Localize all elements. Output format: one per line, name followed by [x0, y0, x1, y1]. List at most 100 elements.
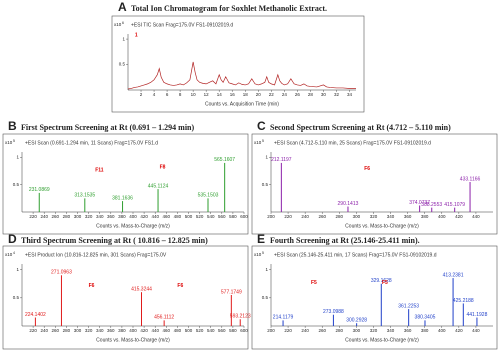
annotation: F5 — [382, 280, 388, 286]
y-tick-label: 1 — [16, 267, 19, 272]
x-tick-label: 540 — [207, 328, 215, 333]
peak-label: 413.2381 — [443, 272, 464, 278]
panel-frame — [251, 133, 498, 235]
annotation: F8 — [160, 164, 166, 170]
y-exponent: 5 — [262, 251, 264, 255]
panel-frame — [251, 245, 498, 350]
x-tick-label: 520 — [196, 214, 204, 219]
panel-title: Fourth Screening at Rt (25.146-25.411 mi… — [270, 236, 420, 245]
x-tick-label: 220 — [29, 214, 37, 219]
x-tick-label: 26 — [295, 92, 301, 97]
x-tick-label: 2 — [140, 92, 143, 97]
x-tick-label: 600 — [240, 328, 248, 333]
annotation: F6 — [177, 283, 183, 289]
x-tick-label: 260 — [318, 214, 326, 219]
x-tick-label: 560 — [218, 214, 226, 219]
x-tick-label: 260 — [318, 328, 326, 333]
x-tick-label: 360 — [404, 328, 412, 333]
x-tick-label: 300 — [353, 328, 361, 333]
y-multiplier: x10 — [254, 252, 262, 257]
y-tick-label: 1 — [265, 155, 268, 160]
x-tick-label: 220 — [284, 328, 292, 333]
x-tick-label: 300 — [353, 214, 361, 219]
x-tick-label: 10 — [191, 92, 197, 97]
x-tick-label: 360 — [107, 214, 115, 219]
peak-label: 329.1628 — [371, 278, 392, 284]
x-tick-label: 220 — [284, 214, 292, 219]
annotation: F11 — [95, 167, 104, 173]
y-tick-label: 0.5 — [13, 182, 20, 187]
x-tick-label: 240 — [40, 214, 48, 219]
y-multiplier: x10 — [254, 140, 262, 145]
y-tick-label: 1 — [122, 36, 125, 41]
x-tick-label: 28 — [308, 92, 314, 97]
annotation: F6 — [89, 283, 95, 289]
peak-label: 456.1112 — [154, 315, 174, 321]
x-tick-label: 340 — [387, 328, 395, 333]
x-tick-label: 400 — [438, 328, 446, 333]
y-tick-label: 1 — [265, 267, 268, 272]
y-exponent: 6 — [122, 21, 124, 25]
subtitle: +ESI Scan (0.691-1.294 min, 11 Scans) Fr… — [25, 140, 158, 146]
x-tick-label: 380 — [421, 214, 429, 219]
x-tick-label: 200 — [267, 214, 275, 219]
x-tick-label: 18 — [243, 92, 249, 97]
x-tick-label: 440 — [151, 214, 159, 219]
peak-label: 433.1166 — [460, 176, 481, 182]
x-tick-label: 420 — [455, 214, 463, 219]
panel-letter: D — [8, 232, 17, 246]
x-tick-label: 440 — [472, 328, 480, 333]
x-tick-label: 520 — [196, 328, 204, 333]
x-tick-label: 200 — [267, 328, 275, 333]
panel-title: Third Spectrum Screening at Rt ( 10.816 … — [21, 236, 208, 245]
x-tick-label: 300 — [74, 328, 82, 333]
x-tick-label: 600 — [240, 214, 248, 219]
x-tick-label: 320 — [85, 328, 93, 333]
panel-letter: B — [8, 119, 17, 133]
x-tick-label: 12 — [204, 92, 210, 97]
x-tick-label: 380 — [421, 328, 429, 333]
panel-letter: C — [257, 119, 266, 133]
x-tick-label: 14 — [217, 92, 223, 97]
panel-title: Second Spectrum Screening at Rt (4.712 –… — [270, 123, 451, 132]
x-tick-label: 260 — [52, 214, 60, 219]
peak-label: 212.1197 — [271, 157, 292, 163]
panel-title: Total Ion Chromatogram for Soxhlet Metha… — [131, 4, 327, 13]
peak-label: 441.1928 — [467, 312, 488, 318]
x-tick-label: 340 — [387, 214, 395, 219]
x-tick-label: 400 — [129, 214, 137, 219]
x-tick-label: 420 — [455, 328, 463, 333]
x-tick-label: 220 — [29, 328, 37, 333]
x-tick-label: 580 — [229, 328, 237, 333]
x-tick-label: 320 — [370, 328, 378, 333]
x-tick-label: 560 — [218, 328, 226, 333]
peak-label: 313.1535 — [74, 193, 95, 199]
x-tick-label: 280 — [63, 214, 71, 219]
annotation: F6 — [364, 166, 370, 172]
x-tick-label: 460 — [163, 214, 171, 219]
y-exponent: 5 — [262, 139, 264, 143]
x-tick-label: 480 — [174, 328, 182, 333]
peak-label: 224.1402 — [25, 312, 46, 318]
x-tick-label: 280 — [63, 328, 71, 333]
subtitle: +ESI Scan (25.146-25.411 min, 17 Scans) … — [274, 252, 437, 258]
annotation: F5 — [311, 280, 317, 286]
y-exponent: 5 — [13, 139, 15, 143]
annotation: 1 — [135, 32, 138, 38]
x-tick-label: 4 — [153, 92, 156, 97]
x-tick-label: 20 — [256, 92, 262, 97]
x-tick-label: 260 — [52, 328, 60, 333]
x-tick-label: 580 — [229, 214, 237, 219]
y-tick-label: 0.5 — [13, 295, 20, 300]
x-tick-label: 420 — [140, 214, 148, 219]
y-tick-label: 1 — [16, 155, 19, 160]
peak-label: 374.0737 — [409, 200, 430, 206]
peak-label: 381.1636 — [112, 195, 133, 201]
chromatogram-line — [127, 61, 356, 90]
panel-title: First Spectrum Screening at Rt (0.691 – … — [21, 123, 195, 132]
peak-label: 415.1079 — [444, 202, 465, 208]
x-axis-label: Counts vs. Acquisition Time (min) — [205, 101, 279, 107]
x-tick-label: 320 — [370, 214, 378, 219]
subtitle: +ESI Scan (4.712-5.110 min, 25 Scans) Fr… — [274, 140, 431, 146]
